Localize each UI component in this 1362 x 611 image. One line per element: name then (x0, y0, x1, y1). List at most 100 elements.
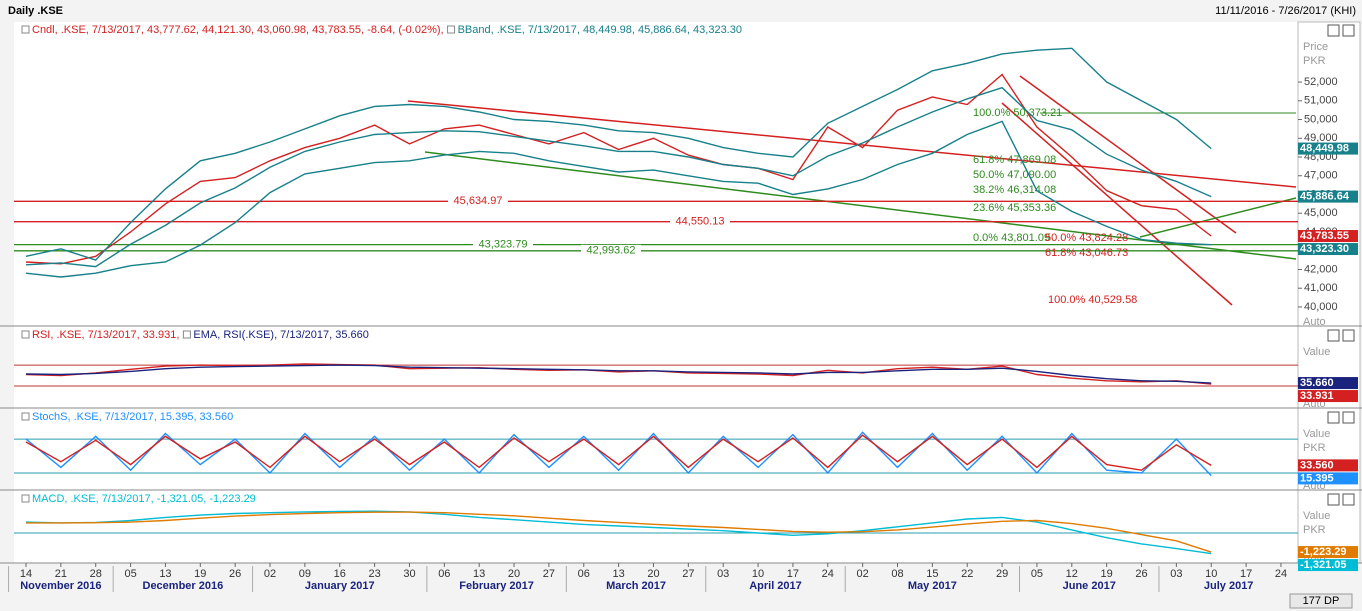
x-tick-label: 30 (403, 568, 415, 580)
x-tick-label: 22 (961, 568, 973, 580)
x-tick-label: 10 (752, 568, 764, 580)
fib-label: 100.0% 50,373.21 (973, 107, 1062, 119)
y-tick-label: 52,000 (1304, 76, 1338, 88)
x-tick-label: 05 (1031, 568, 1043, 580)
x-tick-label: 12 (1066, 568, 1078, 580)
panel-button[interactable] (1342, 493, 1355, 506)
x-tick-label: 06 (578, 568, 590, 580)
panel-button[interactable] (1327, 329, 1340, 342)
x-tick-label: 15 (926, 568, 938, 580)
date-range: 11/11/2016 - 7/26/2017 (KHI) (1215, 5, 1356, 17)
month-label: March 2017 (606, 580, 666, 592)
series-line (25, 120, 1212, 278)
month-label: November 2016 (20, 580, 101, 592)
value-badge (1298, 243, 1358, 256)
value-badge-text: 43,783.55 (1300, 230, 1349, 242)
legend-text: Cndl, .KSE, 7/13/2017, 43,777.62, 44,121… (32, 24, 444, 36)
value-badge-text: 33.560 (1300, 459, 1334, 471)
panel-button[interactable] (1342, 329, 1355, 342)
fib-label: 61.8% 47,869.08 (973, 154, 1056, 166)
panel-button[interactable] (1327, 24, 1340, 37)
plot-bg (14, 22, 1298, 563)
axis-label: Value (1303, 510, 1330, 522)
legend-icon (21, 25, 30, 34)
series-line (25, 73, 1212, 265)
status-box (1289, 593, 1353, 609)
x-tick-label: 19 (1101, 568, 1113, 580)
trend-line (1001, 102, 1233, 306)
y-tick-label: 41,000 (1304, 282, 1338, 294)
x-tick-label: 29 (996, 568, 1008, 580)
y-tick-label: 50,000 (1304, 113, 1338, 125)
x-tick-label: 19 (194, 568, 206, 580)
y-tick-label: 45,000 (1304, 207, 1338, 219)
trend-line (1139, 197, 1297, 238)
y-tick-label: 49,000 (1304, 132, 1338, 144)
series-line (25, 364, 1212, 384)
x-tick-label: 10 (1205, 568, 1217, 580)
level-label-bg (581, 244, 641, 257)
axis-label: PKR (1303, 442, 1326, 454)
x-tick-label: 13 (159, 568, 171, 580)
month-label: December 2016 (143, 580, 224, 592)
x-tick-label: 03 (717, 568, 729, 580)
level-label-bg (448, 195, 508, 208)
value-badge (1298, 190, 1358, 203)
x-tick-label: 17 (1240, 568, 1252, 580)
panel-button[interactable] (1327, 493, 1340, 506)
x-tick-label: 26 (229, 568, 241, 580)
x-tick-label: 08 (891, 568, 903, 580)
x-tick-label: 20 (508, 568, 520, 580)
level-label: 43,323.79 (479, 239, 528, 251)
axis-label: PKR (1303, 524, 1326, 536)
legend-icon (21, 494, 30, 503)
value-badge (1298, 142, 1358, 155)
series-line (25, 86, 1212, 268)
panel-button[interactable] (1342, 24, 1355, 37)
value-badge-text: 48,449.98 (1300, 142, 1349, 154)
legend-text: BBand, .KSE, 7/13/2017, 48,449.98, 45,88… (458, 24, 742, 36)
axis-label: PKR (1303, 55, 1326, 67)
x-tick-label: 26 (1135, 568, 1147, 580)
x-tick-label: 14 (20, 568, 32, 580)
legend-icon (447, 25, 456, 34)
month-label: January 2017 (305, 580, 375, 592)
value-badge-text: 35.660 (1300, 377, 1334, 389)
axis-label: Value (1303, 346, 1330, 358)
value-badge-text: 15.395 (1300, 472, 1334, 484)
trend-line (1019, 75, 1237, 234)
fib-label: 50.0% 43,824.28 (1045, 232, 1128, 244)
x-tick-label: 24 (822, 568, 834, 580)
value-badge (1298, 546, 1358, 559)
x-tick-label: 17 (787, 568, 799, 580)
x-tick-label: 02 (264, 568, 276, 580)
x-tick-label: 27 (543, 568, 555, 580)
x-tick-label: 24 (1275, 568, 1287, 580)
series-line (25, 434, 1212, 471)
chart-title: Daily .KSE (8, 5, 63, 17)
axis-label: Value (1303, 428, 1330, 440)
x-tick-label: 23 (368, 568, 380, 580)
x-tick-label: 13 (612, 568, 624, 580)
x-tick-label: 16 (334, 568, 346, 580)
status: 177 DP (1303, 595, 1340, 607)
fib-label: 100.0% 40,529.58 (1048, 294, 1137, 306)
series-line (26, 511, 1212, 553)
fib-label: 0.0% 43,801.09 (973, 232, 1050, 244)
series-line (25, 510, 1212, 555)
month-label: May 2017 (908, 580, 957, 592)
value-badge (1298, 377, 1358, 390)
x-tick-label: 02 (857, 568, 869, 580)
value-badge (1298, 390, 1358, 403)
x-tick-label: 06 (438, 568, 450, 580)
legend-text: MACD, .KSE, 7/13/2017, -1,321.05, -1,223… (32, 493, 256, 505)
level-label: 45,634.97 (454, 195, 503, 207)
legend-text: StochS, .KSE, 7/13/2017, 15.395, 33.560 (32, 411, 233, 423)
fib-label: 50.0% 47,090.00 (973, 169, 1056, 181)
panel-button[interactable] (1342, 411, 1355, 424)
panel-button[interactable] (1327, 411, 1340, 424)
x-tick-label: 20 (647, 568, 659, 580)
axis-label: Price (1303, 41, 1328, 53)
value-badge-text: -1,223.29 (1300, 546, 1346, 558)
